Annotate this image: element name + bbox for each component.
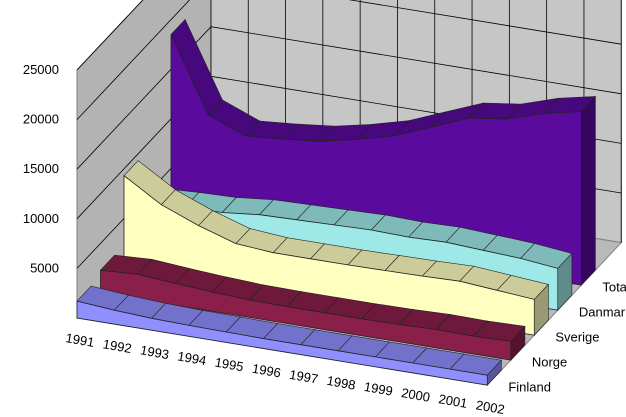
x-tick-label: 2001 bbox=[437, 391, 468, 411]
x-tick-label: 2000 bbox=[400, 385, 431, 405]
series-ribbons bbox=[76, 18, 597, 386]
x-tick-label: 1992 bbox=[102, 336, 133, 356]
x-tick-label: 1994 bbox=[176, 348, 207, 368]
ribbon-end-cap bbox=[510, 325, 526, 361]
series-sverige bbox=[123, 160, 549, 336]
y-tick-label: 25000 bbox=[23, 62, 59, 77]
x-tick-label: 1999 bbox=[363, 379, 394, 399]
series-label: Totalt bbox=[602, 280, 626, 295]
series-finland bbox=[76, 285, 503, 386]
series-label: Danmark bbox=[579, 305, 626, 320]
x-tick-label: 2002 bbox=[475, 397, 506, 417]
ribbon-end-cap bbox=[557, 252, 573, 311]
y-axis-ticks: 5000 10000 15000 20000 25000 bbox=[23, 62, 59, 275]
ribbon-end-cap bbox=[486, 359, 502, 386]
y-tick-label: 5000 bbox=[30, 260, 59, 275]
y-tick-label: 15000 bbox=[23, 161, 59, 176]
series-label: Finland bbox=[508, 380, 551, 395]
series-label: Sverige bbox=[555, 330, 599, 345]
series-label: Norge bbox=[532, 355, 567, 370]
ribbon-end-cap bbox=[533, 283, 549, 336]
x-tick-label: 1993 bbox=[139, 342, 170, 362]
x-axis-ticks: 1991 1992 1993 1994 1995 1996 1997 1998 1999 2000… bbox=[64, 330, 505, 417]
series-axis-labels: Finland Norge Sverige Danmark Totalt bbox=[508, 280, 626, 395]
x-tick-label: 1998 bbox=[326, 373, 357, 393]
gridline-y bbox=[76, 0, 144, 71]
y-tick-label: 20000 bbox=[23, 112, 59, 127]
x-tick-label: 1995 bbox=[214, 355, 245, 375]
y-tick-label: 10000 bbox=[23, 211, 59, 226]
gridline-y bbox=[76, 0, 622, 120]
x-tick-label: 1991 bbox=[64, 330, 95, 350]
series-norge bbox=[99, 254, 526, 361]
x-tick-label: 1997 bbox=[288, 367, 319, 387]
ribbon-end-cap bbox=[580, 95, 596, 286]
x-tick-label: 1996 bbox=[251, 361, 282, 381]
